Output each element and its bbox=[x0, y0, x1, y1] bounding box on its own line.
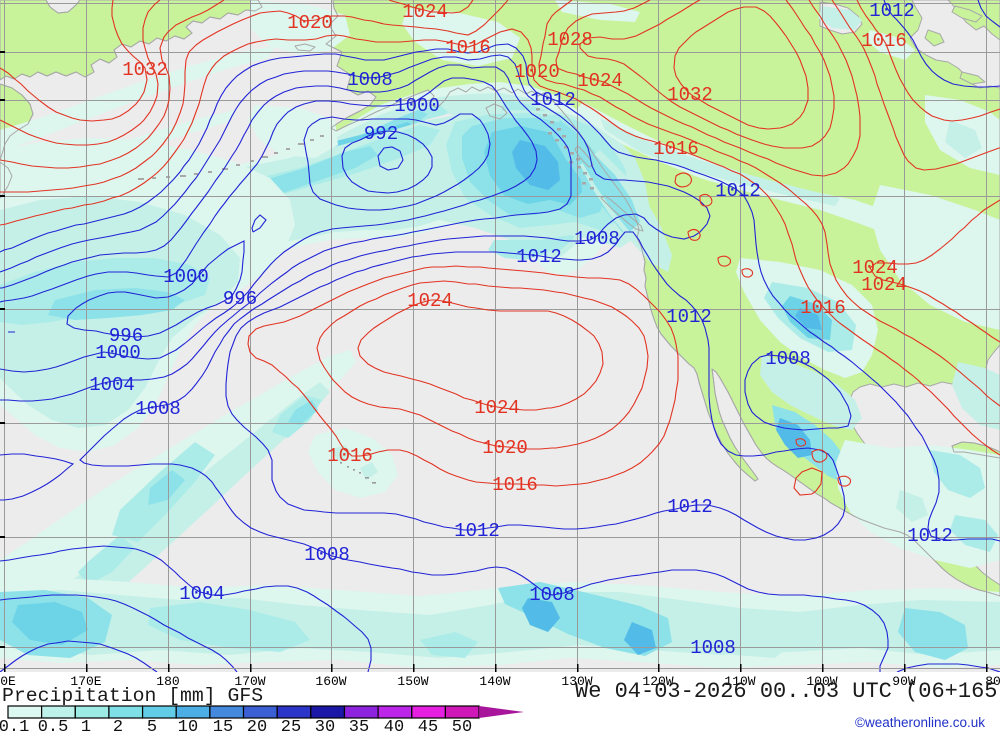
svg-text:1016: 1016 bbox=[861, 30, 907, 52]
svg-text:1020: 1020 bbox=[287, 12, 333, 34]
svg-text:0E: 0E bbox=[0, 674, 16, 689]
svg-text:30: 30 bbox=[315, 718, 335, 733]
svg-text:2: 2 bbox=[113, 718, 123, 733]
svg-text:170E: 170E bbox=[70, 674, 101, 689]
svg-text:0.5: 0.5 bbox=[38, 718, 69, 733]
svg-text:1016: 1016 bbox=[492, 474, 538, 496]
svg-text:1008: 1008 bbox=[690, 637, 736, 659]
svg-text:120W: 120W bbox=[642, 674, 673, 689]
svg-text:180: 180 bbox=[156, 674, 179, 689]
svg-text:992: 992 bbox=[364, 123, 398, 145]
svg-text:1: 1 bbox=[81, 718, 91, 733]
svg-text:1000: 1000 bbox=[163, 266, 209, 288]
svg-text:1012: 1012 bbox=[530, 89, 576, 111]
svg-text:150W: 150W bbox=[397, 674, 428, 689]
svg-text:1000: 1000 bbox=[394, 95, 440, 117]
svg-text:996: 996 bbox=[223, 288, 257, 310]
svg-text:1020: 1020 bbox=[482, 437, 528, 459]
svg-text:140W: 140W bbox=[479, 674, 510, 689]
svg-text:160W: 160W bbox=[315, 674, 346, 689]
svg-text:1012: 1012 bbox=[869, 0, 915, 22]
svg-text:1008: 1008 bbox=[574, 228, 620, 250]
svg-text:1024: 1024 bbox=[402, 1, 448, 23]
svg-text:1028: 1028 bbox=[547, 29, 593, 51]
svg-text:1008: 1008 bbox=[529, 584, 575, 606]
svg-text:©weatheronline.co.uk: ©weatheronline.co.uk bbox=[855, 715, 985, 730]
svg-text:90W: 90W bbox=[892, 674, 916, 689]
svg-text:1024: 1024 bbox=[407, 290, 453, 312]
svg-text:1012: 1012 bbox=[667, 496, 713, 518]
svg-text:1016: 1016 bbox=[653, 138, 699, 160]
svg-text:1024: 1024 bbox=[474, 397, 520, 419]
svg-text:1008: 1008 bbox=[347, 69, 393, 91]
svg-text:1012: 1012 bbox=[666, 306, 712, 328]
svg-text:1024: 1024 bbox=[577, 70, 623, 92]
svg-text:1004: 1004 bbox=[179, 583, 225, 605]
svg-text:15: 15 bbox=[213, 718, 233, 733]
svg-text:1024: 1024 bbox=[861, 274, 907, 296]
svg-text:40: 40 bbox=[384, 718, 404, 733]
svg-text:1008: 1008 bbox=[304, 544, 350, 566]
svg-text:1012: 1012 bbox=[516, 246, 562, 268]
svg-text:Precipitation [mm] GFS: Precipitation [mm] GFS bbox=[2, 685, 263, 707]
svg-text:1008: 1008 bbox=[765, 348, 811, 370]
svg-text:1024: 1024 bbox=[852, 257, 898, 279]
svg-text:130W: 130W bbox=[561, 674, 592, 689]
svg-text:1004: 1004 bbox=[89, 374, 135, 396]
svg-text:35: 35 bbox=[349, 718, 369, 733]
svg-text:1012: 1012 bbox=[907, 525, 953, 547]
svg-text:20: 20 bbox=[247, 718, 267, 733]
svg-text:25: 25 bbox=[281, 718, 301, 733]
svg-text:1020: 1020 bbox=[514, 61, 560, 83]
svg-text:996: 996 bbox=[109, 325, 143, 347]
svg-text:100W: 100W bbox=[806, 674, 837, 689]
svg-text:1016: 1016 bbox=[327, 445, 373, 467]
svg-text:5: 5 bbox=[147, 718, 157, 733]
svg-text:1012: 1012 bbox=[715, 180, 761, 202]
svg-text:1008: 1008 bbox=[135, 398, 181, 420]
svg-text:1016: 1016 bbox=[800, 297, 846, 319]
svg-text:1032: 1032 bbox=[667, 84, 713, 106]
svg-text:We 04-03-2026 00..03 UTC (06+1: We 04-03-2026 00..03 UTC (06+165 bbox=[575, 679, 997, 704]
svg-text:1032: 1032 bbox=[122, 59, 168, 81]
svg-text:80: 80 bbox=[985, 674, 1000, 689]
svg-text:170W: 170W bbox=[234, 674, 265, 689]
svg-text:1012: 1012 bbox=[454, 520, 500, 542]
svg-text:1000: 1000 bbox=[95, 342, 141, 364]
svg-text:45: 45 bbox=[418, 718, 438, 733]
svg-text:0.1: 0.1 bbox=[0, 718, 29, 733]
svg-text:110W: 110W bbox=[724, 674, 755, 689]
svg-text:50: 50 bbox=[452, 718, 472, 733]
svg-text:10: 10 bbox=[178, 718, 198, 733]
svg-text:1016: 1016 bbox=[445, 37, 491, 59]
